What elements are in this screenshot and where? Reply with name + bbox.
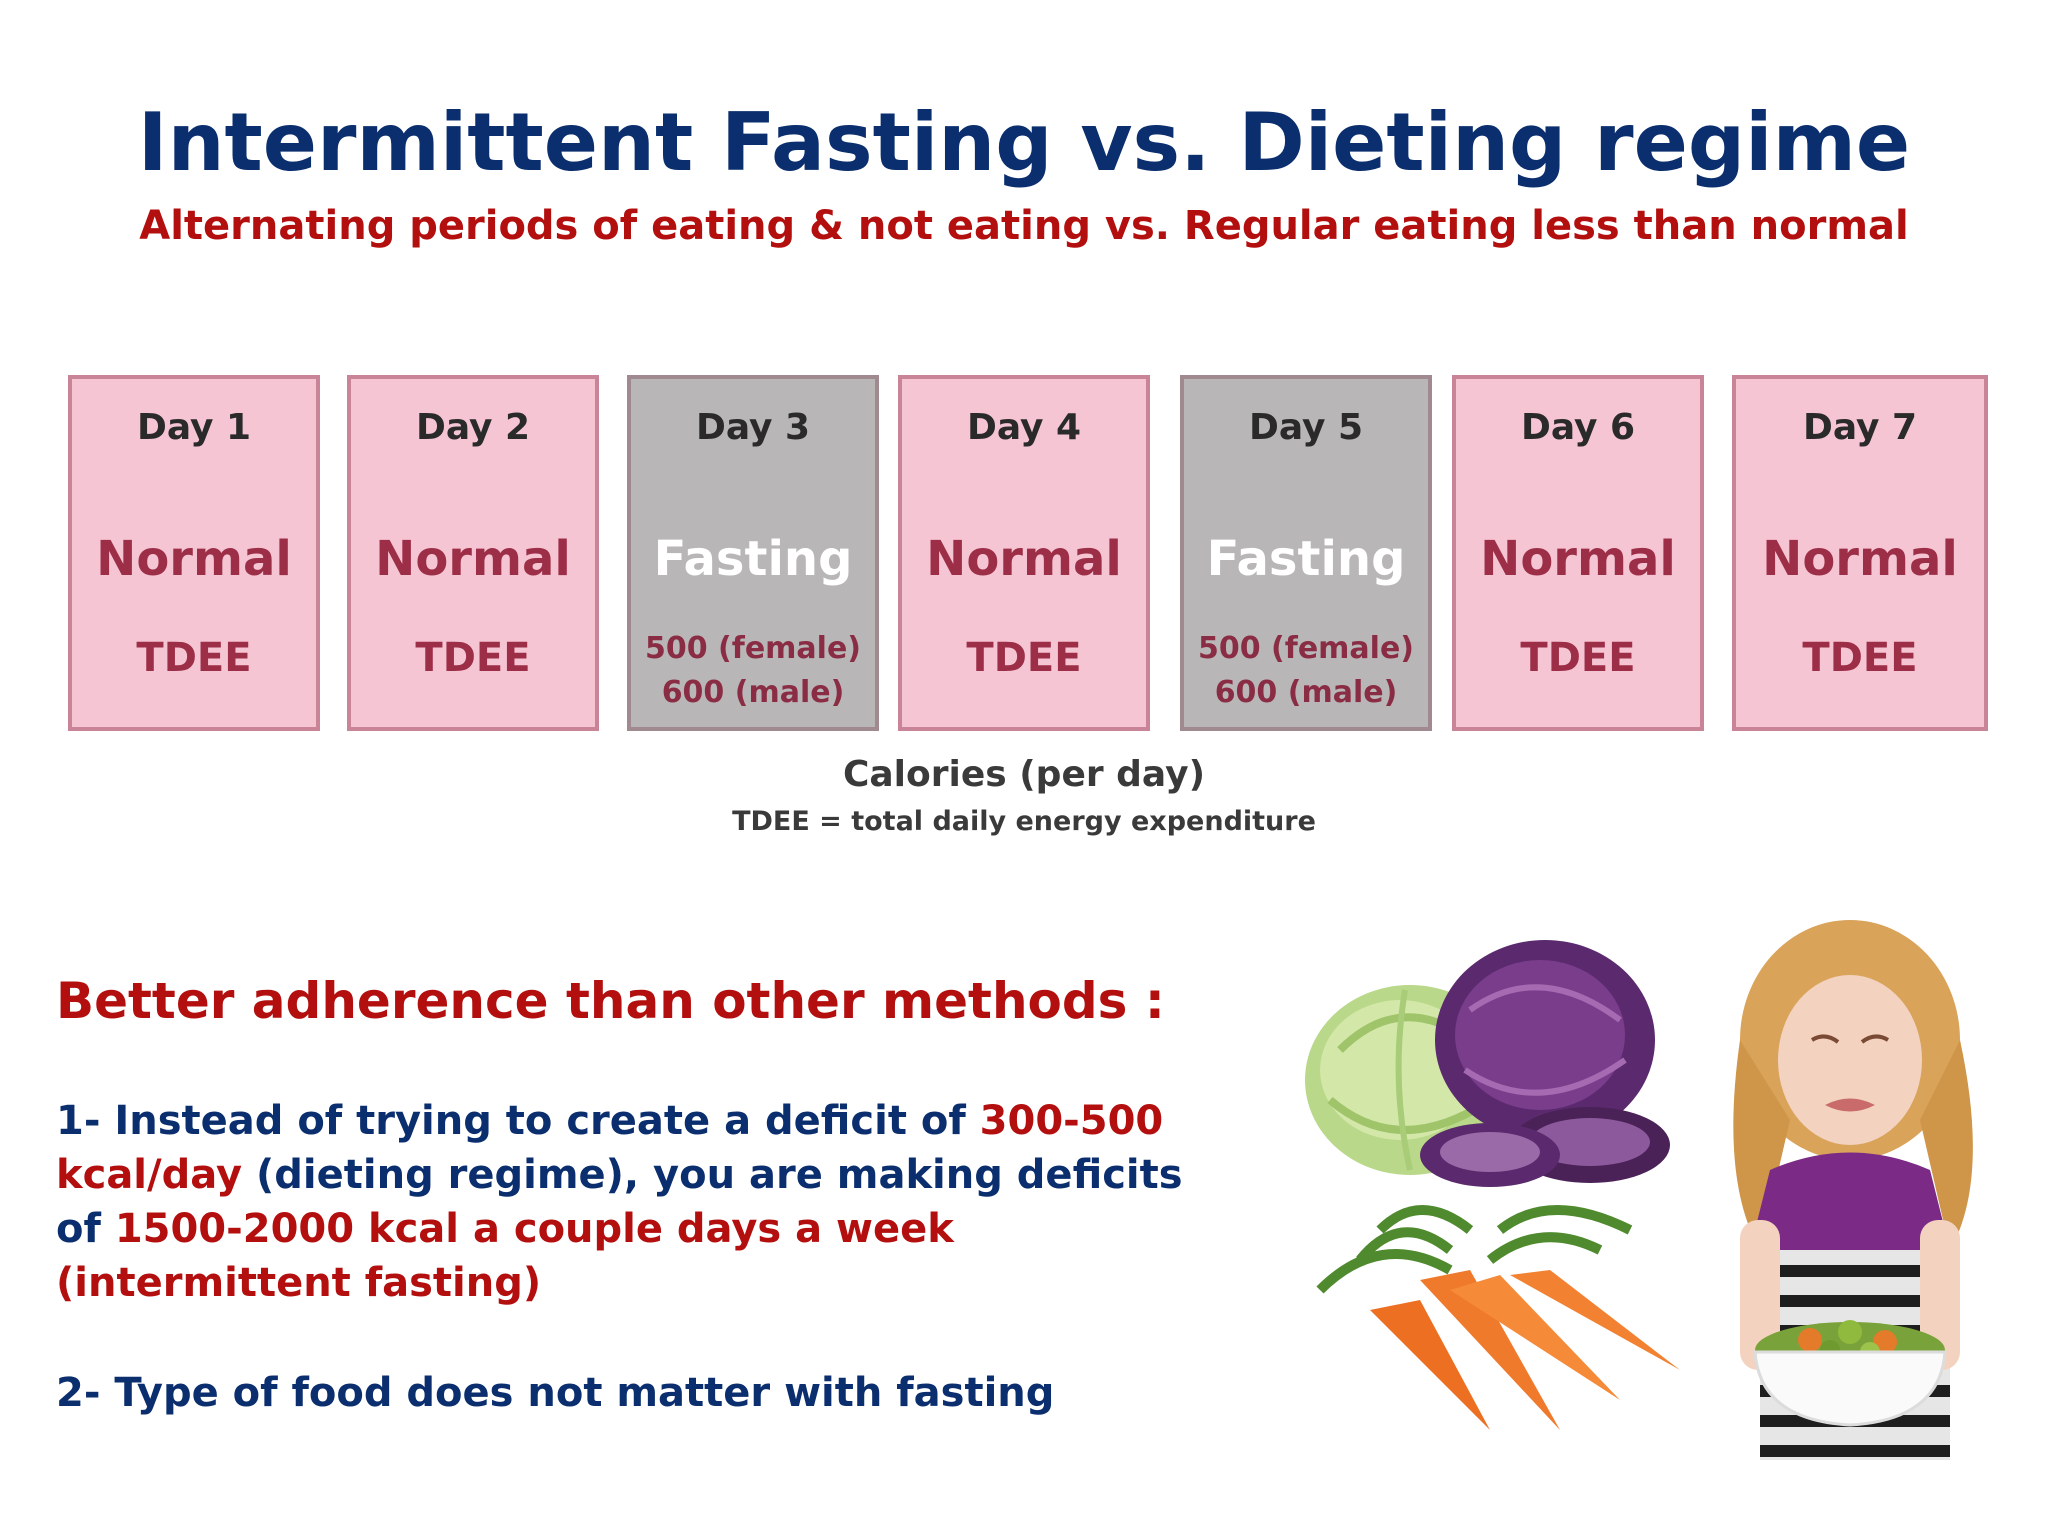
day-calories: TDEE xyxy=(136,635,252,681)
day-label: Day 7 xyxy=(1802,407,1918,448)
day-calories: TDEE xyxy=(1802,635,1918,681)
day-label: Day 3 xyxy=(695,407,811,448)
calories-male: 600 (male) xyxy=(661,675,845,710)
point-1: 1- Instead of trying to create a deficit… xyxy=(56,1094,1216,1310)
day-type: Normal xyxy=(1480,531,1676,587)
week-schedule: Day 1 Normal TDEE Day 2 Normal TDEE Day … xyxy=(68,375,1988,739)
day-label: Day 6 xyxy=(1520,407,1636,448)
point-1-text-b: (dieting regime), you are making deficit… xyxy=(56,1152,1183,1252)
day-label: Day 2 xyxy=(415,407,531,448)
calories-male: 600 (male) xyxy=(1214,675,1398,710)
day-calories: TDEE xyxy=(966,635,1082,681)
day-card-5: Day 5 Fasting 500 (female) 600 (male) xyxy=(1180,375,1432,731)
day-card-6: Day 6 Normal TDEE xyxy=(1452,375,1704,731)
day-calories: TDEE xyxy=(1520,635,1636,681)
day-card-4: Day 4 Normal TDEE xyxy=(898,375,1150,731)
day-type: Fasting xyxy=(1206,531,1406,587)
page-title: Intermittent Fasting vs. Dieting regime xyxy=(137,96,1911,189)
point-1-highlight-a: 300-500 kcal/day xyxy=(56,1098,1164,1198)
day-card-2: Day 2 Normal TDEE xyxy=(347,375,599,731)
day-card-7: Day 7 Normal TDEE xyxy=(1732,375,1988,731)
day-card-1: Day 1 Normal TDEE xyxy=(68,375,320,731)
purple-cabbage-icon xyxy=(1420,940,1670,1187)
point-2: 2- Type of food does not matter with fas… xyxy=(56,1370,1055,1416)
day-type: Normal xyxy=(926,531,1122,587)
day-calories: TDEE xyxy=(415,635,531,681)
day-label: Day 4 xyxy=(966,407,1082,448)
child-icon xyxy=(1733,920,1973,1460)
point-1-highlight-b: 1500-2000 kcal a couple days a week (int… xyxy=(56,1206,954,1306)
page-subtitle: Alternating periods of eating & not eati… xyxy=(139,203,1909,249)
day-type: Fasting xyxy=(653,531,853,587)
calories-female: 500 (female) xyxy=(1197,631,1415,666)
day-type: Normal xyxy=(1762,531,1958,587)
tdee-definition: TDEE = total daily energy expenditure xyxy=(732,806,1316,837)
calories-caption: Calories (per day) xyxy=(842,754,1206,795)
vegetables-image xyxy=(1305,940,1680,1430)
point-1-text-a: 1- Instead of trying to create a deficit… xyxy=(56,1098,980,1144)
day-label: Day 1 xyxy=(136,407,252,448)
bowl-of-vegetables-icon xyxy=(1753,1320,1947,1427)
child-with-vegetables-image xyxy=(1733,920,1973,1460)
adherence-heading: Better adherence than other methods : xyxy=(56,972,1165,1030)
day-type: Normal xyxy=(96,531,292,587)
day-card-3: Day 3 Fasting 500 (female) 600 (male) xyxy=(627,375,879,731)
calories-female: 500 (female) xyxy=(644,631,862,666)
day-calories: 500 (female) 600 (male) xyxy=(631,627,875,715)
day-type: Normal xyxy=(375,531,571,587)
carrots-icon xyxy=(1316,1205,1680,1430)
day-calories: 500 (female) 600 (male) xyxy=(1184,627,1428,715)
day-label: Day 5 xyxy=(1248,407,1364,448)
